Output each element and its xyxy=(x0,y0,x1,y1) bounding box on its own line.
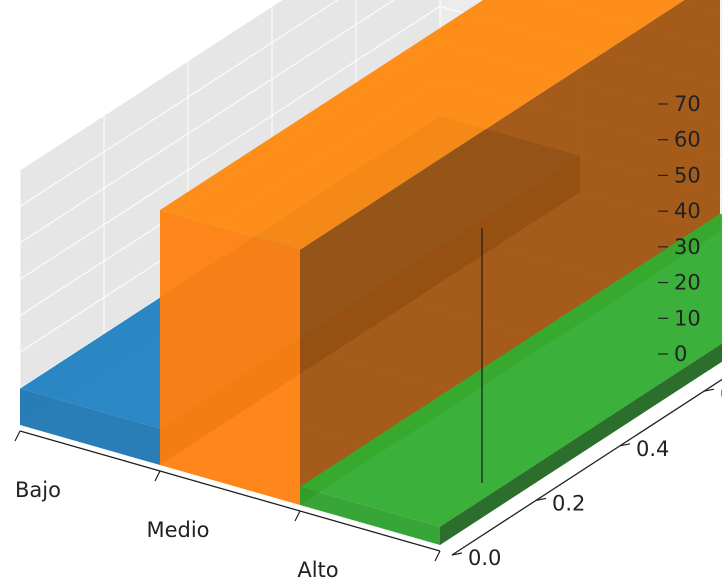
x-tick-label-alto: Alto xyxy=(297,558,338,580)
z-tick-label: 40 xyxy=(674,199,701,223)
x-tick-label-bajo: Bajo xyxy=(15,478,61,502)
z-tick-label: 50 xyxy=(674,163,701,187)
x-tick xyxy=(14,430,21,442)
bar-alto xyxy=(300,213,722,545)
z-tick-label: 0 xyxy=(674,342,687,366)
z-tick-label: 70 xyxy=(674,92,701,116)
axes: 0102030405060700.00.20.40.60.81.0BajoMed… xyxy=(14,92,722,580)
x-tick-label-medio: Medio xyxy=(146,518,209,542)
bar-front-face xyxy=(160,210,300,505)
bar-front-face xyxy=(20,388,160,465)
y-axis-line xyxy=(451,378,722,556)
bar-top-face xyxy=(300,213,722,527)
y-tick-label: 0.2 xyxy=(552,491,585,515)
y-tick-label: 0.6 xyxy=(720,382,722,406)
y-tick xyxy=(703,388,715,392)
z-gridline xyxy=(19,0,283,171)
x-tick xyxy=(294,510,301,522)
z-tick-label: 20 xyxy=(674,271,701,295)
y-tick-label: 0.0 xyxy=(468,546,501,570)
bar-side-face xyxy=(300,0,720,505)
y-tick xyxy=(619,443,631,447)
bar-medio xyxy=(160,0,720,505)
x-axis-line xyxy=(19,430,441,552)
bar-side-face xyxy=(440,343,722,545)
z-tick-label: 60 xyxy=(674,128,701,152)
z-tick-label: 10 xyxy=(674,306,701,330)
y-tick xyxy=(451,552,463,556)
y-tick xyxy=(535,497,547,501)
x-tick xyxy=(434,550,441,562)
bar-top-face xyxy=(160,0,685,250)
x-tick xyxy=(154,470,161,482)
y-tick-label: 0.4 xyxy=(636,437,669,461)
bars xyxy=(20,0,722,545)
z-tick-label: 30 xyxy=(674,235,701,259)
bar-front-face xyxy=(300,486,440,545)
